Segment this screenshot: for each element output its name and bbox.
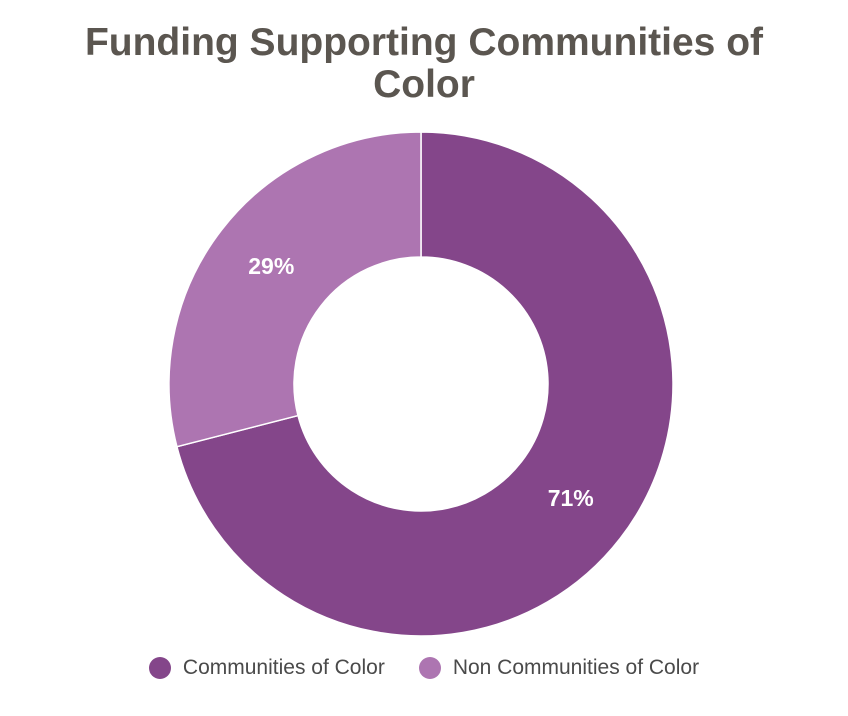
value-label: 29% — [248, 253, 294, 279]
legend-marker — [418, 657, 441, 679]
slice — [176, 131, 674, 637]
value-label: 71% — [548, 485, 594, 511]
legend-item: Non Communities of Color — [418, 656, 700, 680]
legend-label: Communities of Color — [182, 656, 385, 679]
slice — [168, 131, 422, 448]
chart-title: Funding Supporting Communities of Color — [84, 21, 764, 106]
legend: Communities of Color Non Communities of C… — [0, 656, 848, 680]
legend-marker — [148, 657, 171, 679]
legend-item: Communities of Color — [148, 656, 385, 680]
legend-label: Non Communities of Color — [452, 656, 700, 679]
